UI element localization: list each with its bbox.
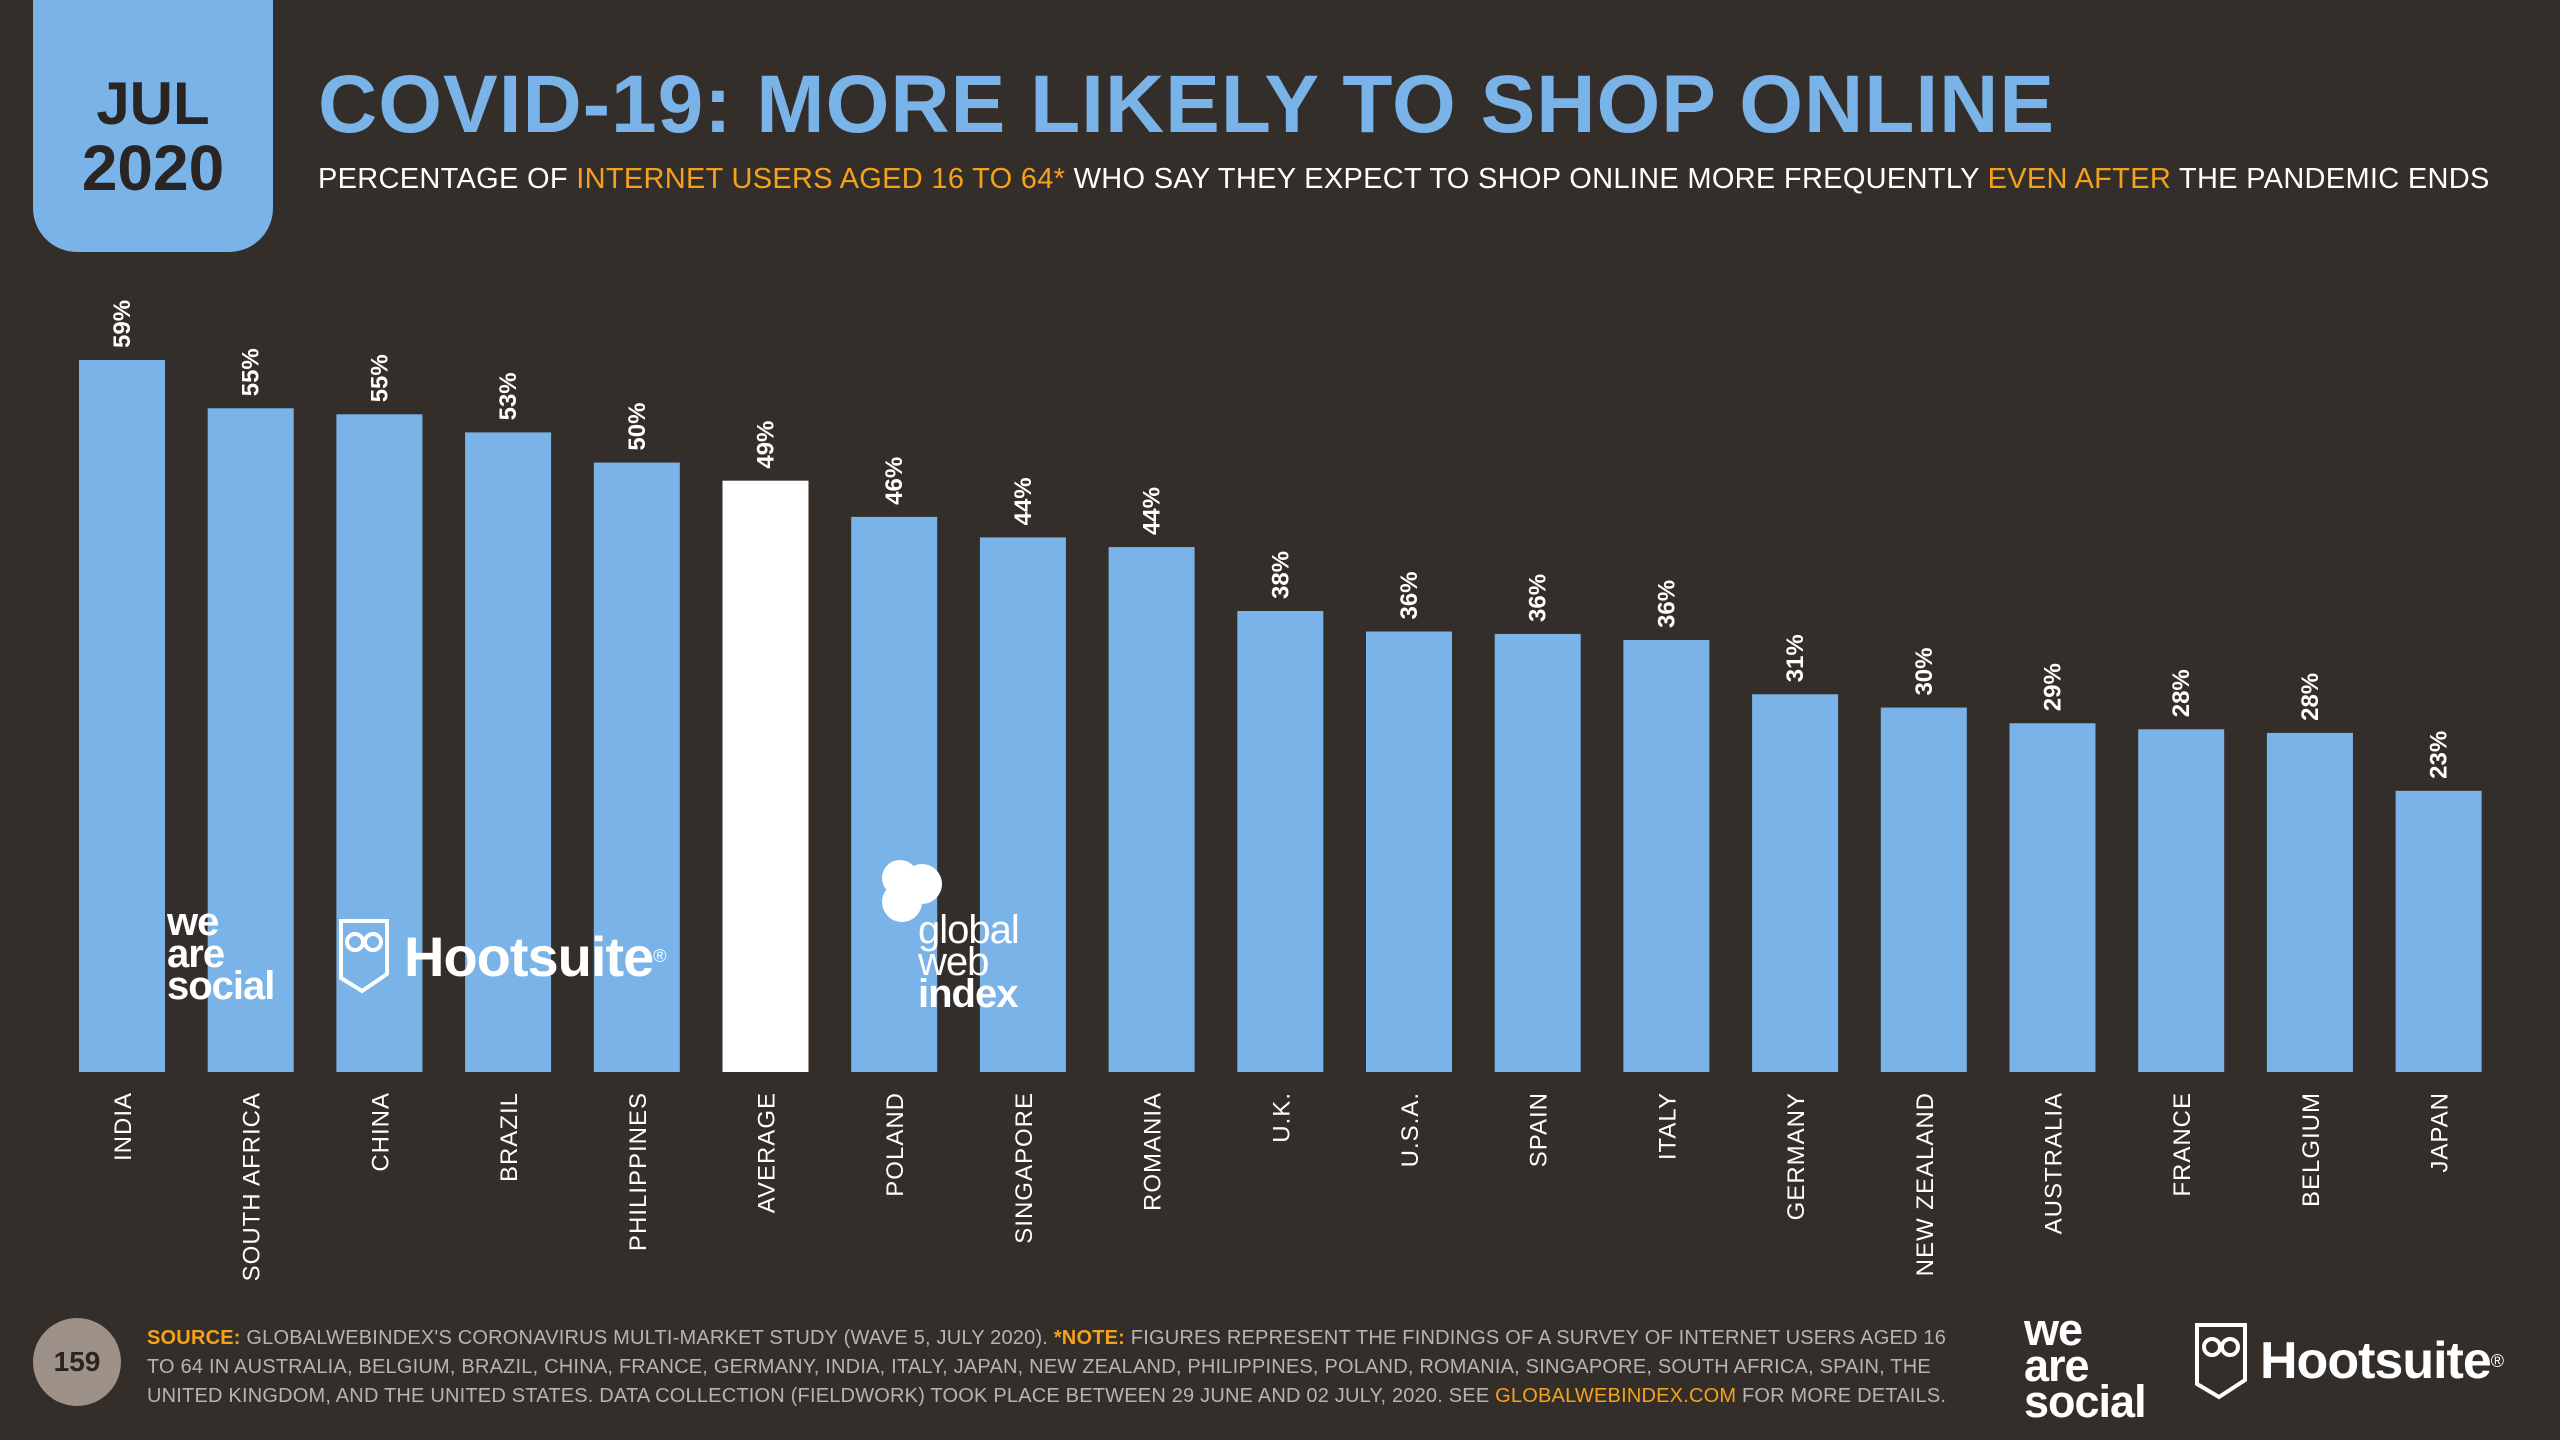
bar-germany bbox=[1752, 694, 1839, 1072]
date-badge: JUL 2020 bbox=[33, 0, 273, 252]
bar-belgium bbox=[2266, 732, 2353, 1072]
bar-india bbox=[79, 360, 165, 1072]
brand-was-word-2: are bbox=[2024, 1340, 2090, 1391]
we-are-social-watermark: we are social bbox=[167, 900, 275, 1008]
brand-was-word-3: social bbox=[2024, 1376, 2147, 1427]
category-labels-group: INDIA SOUTH AFRICA CHINA BRAZIL PHILIPPINES A… bbox=[110, 1092, 2454, 1281]
category-label-spain: SPAIN bbox=[1526, 1092, 1553, 1167]
owl-icon bbox=[2195, 1323, 2247, 1400]
category-label-china: CHINA bbox=[367, 1092, 394, 1172]
subtitle-highlight-1: INTERNET USERS AGED 16 TO 64* bbox=[576, 163, 1066, 195]
value-label-poland: 46% bbox=[881, 457, 908, 505]
end-text: FOR MORE DETAILS. bbox=[1736, 1385, 1947, 1407]
category-label-poland: POLAND bbox=[882, 1092, 909, 1197]
bar-singapore bbox=[979, 537, 1066, 1072]
bar-u-s-a bbox=[1366, 631, 1452, 1072]
category-label-germany: GERMANY bbox=[1783, 1092, 1810, 1220]
page-title: COVID-19: MORE LIKELY TO SHOP ONLINE bbox=[318, 59, 2056, 150]
category-label-belgium: BELGIUM bbox=[2298, 1092, 2325, 1207]
value-label-italy: 36% bbox=[1653, 580, 1680, 628]
subtitle-part-3: THE PANDEMIC ENDS bbox=[2171, 163, 2490, 195]
category-label-brazil: BRAZIL bbox=[496, 1092, 523, 1182]
bar-australia bbox=[2009, 723, 2096, 1072]
subtitle-part-1: PERCENTAGE OF bbox=[318, 163, 577, 195]
category-label-italy: ITALY bbox=[1654, 1092, 1681, 1160]
value-label-south-africa: 55% bbox=[238, 348, 265, 396]
we-are-social-logo: we are social bbox=[2024, 1304, 2147, 1427]
value-label-china: 55% bbox=[366, 354, 393, 402]
value-label-spain: 36% bbox=[1525, 574, 1552, 622]
brand-was-word-1: we bbox=[2024, 1304, 2083, 1355]
page-subtitle: PERCENTAGE OF INTERNET USERS AGED 16 TO … bbox=[318, 163, 2490, 196]
hootsuite-watermark: Hootsuite ® bbox=[338, 918, 667, 994]
owl-icon bbox=[339, 919, 389, 994]
value-label-u-s-a: 36% bbox=[1396, 571, 1423, 619]
value-label-japan: 23% bbox=[2426, 731, 2453, 779]
category-label-u-s-a: U.S.A. bbox=[1397, 1092, 1424, 1167]
category-label-australia: AUSTRALIA bbox=[2041, 1092, 2068, 1234]
value-label-u-k: 38% bbox=[1267, 551, 1294, 599]
bar-romania bbox=[1108, 547, 1195, 1072]
bar-china bbox=[336, 414, 423, 1073]
category-label-u-k: U.K. bbox=[1268, 1092, 1295, 1143]
value-label-brazil: 53% bbox=[495, 372, 522, 420]
category-label-new-zealand: NEW ZEALAND bbox=[1912, 1092, 1939, 1276]
source-note: SOURCE: GLOBALWEBINDEX'S CORONAVIRUS MUL… bbox=[147, 1324, 1977, 1411]
subtitle-part-2: WHO SAY THEY EXPECT TO SHOP ONLINE MORE … bbox=[1065, 163, 1988, 195]
bar-philippines bbox=[593, 462, 680, 1072]
category-label-romania: ROMANIA bbox=[1140, 1092, 1167, 1211]
watermark-was-word-3: social bbox=[167, 964, 275, 1008]
bar-poland bbox=[851, 516, 938, 1072]
bar-italy bbox=[1623, 639, 1710, 1072]
value-label-belgium: 28% bbox=[2297, 673, 2324, 721]
bar-spain bbox=[1494, 633, 1581, 1072]
category-label-average: AVERAGE bbox=[754, 1092, 781, 1213]
value-label-india: 59% bbox=[109, 300, 136, 348]
category-label-south-africa: SOUTH AFRICA bbox=[239, 1092, 266, 1281]
watermark-was-word-2: are bbox=[167, 932, 225, 976]
hootsuite-logo: Hootsuite ® bbox=[2194, 1322, 2504, 1400]
watermark-gwi-word-1: global bbox=[918, 908, 1020, 952]
source-label: SOURCE: bbox=[147, 1327, 241, 1349]
value-label-romania: 44% bbox=[1139, 487, 1166, 535]
category-label-india: INDIA bbox=[110, 1092, 137, 1161]
value-label-france: 28% bbox=[2168, 669, 2195, 717]
value-label-philippines: 50% bbox=[624, 403, 651, 451]
bars-group bbox=[79, 360, 2482, 1073]
bar-france bbox=[2138, 729, 2225, 1072]
category-label-france: FRANCE bbox=[2169, 1092, 2196, 1197]
watermark-was-word-1: we bbox=[167, 900, 219, 944]
watermark-hootsuite-text: Hootsuite bbox=[404, 924, 654, 988]
bar-new-zealand bbox=[1880, 707, 1967, 1072]
bar-japan bbox=[2395, 790, 2482, 1072]
note-label: *NOTE: bbox=[1053, 1327, 1126, 1349]
bar-average bbox=[722, 480, 809, 1072]
watermark-gwi-word-3: index bbox=[918, 972, 1018, 1016]
cloud-icon bbox=[882, 860, 942, 922]
page-number: 159 bbox=[33, 1318, 121, 1406]
value-label-average: 49% bbox=[753, 421, 780, 469]
value-labels-group: 59% 55% 55% 53% 50% 49% 46% 44% 44% 38% 36% 36% 36% 3… bbox=[109, 300, 2453, 779]
date-month: JUL bbox=[96, 69, 210, 137]
category-label-japan: JAPAN bbox=[2427, 1092, 2454, 1173]
watermark-gwi-word-2: web bbox=[918, 940, 989, 984]
globalwebindex-watermark: global web index bbox=[878, 858, 1020, 1014]
date-year: 2020 bbox=[81, 131, 225, 204]
note-text: FIGURES REPRESENT THE FINDINGS OF A SURV… bbox=[147, 1327, 1947, 1407]
category-label-philippines: PHILIPPINES bbox=[625, 1092, 652, 1251]
brand-hootsuite-text: Hootsuite bbox=[2260, 1332, 2492, 1390]
bar-brazil bbox=[465, 432, 552, 1073]
source-link[interactable]: GLOBALWEBINDEX.COM bbox=[1495, 1385, 1737, 1407]
bar-south-africa bbox=[207, 408, 294, 1072]
source-text: GLOBALWEBINDEX'S CORONAVIRUS MULTI-MARKE… bbox=[240, 1327, 1054, 1349]
bar-chart: 59% 55% 55% 53% 50% 49% 46% 44% 44% 38% 36% 36% 36% 3… bbox=[79, 300, 2482, 1281]
value-label-singapore: 44% bbox=[1010, 477, 1037, 525]
subtitle-highlight-2: EVEN AFTER bbox=[1987, 163, 2172, 195]
value-label-new-zealand: 30% bbox=[1911, 648, 1938, 696]
value-label-australia: 29% bbox=[2040, 663, 2067, 711]
bar-u-k bbox=[1237, 611, 1324, 1072]
value-label-germany: 31% bbox=[1782, 634, 1809, 682]
category-label-singapore: SINGAPORE bbox=[1011, 1092, 1038, 1244]
